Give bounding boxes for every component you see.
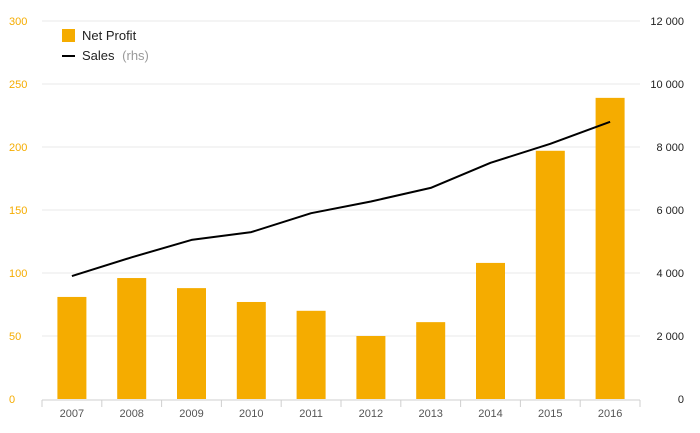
y-left-tick-label: 0	[9, 394, 15, 406]
y-right-tick-label: 6 000	[656, 205, 684, 217]
bar-net-profit	[296, 310, 326, 399]
bar-net-profit	[416, 322, 446, 399]
bars	[57, 97, 625, 400]
x-tick-label: 2011	[299, 408, 323, 420]
legend-label-sales: Sales (rhs)	[82, 48, 149, 63]
sales-line	[71, 120, 611, 278]
left-y-axis: 0 50 100 150 200 250 300	[9, 16, 27, 406]
x-tick-label: 2010	[239, 408, 263, 420]
x-tick-label: 2013	[418, 408, 442, 420]
bar-net-profit	[476, 262, 505, 399]
x-tick-label: 2016	[598, 408, 622, 420]
y-right-tick-label: 8 000	[656, 142, 684, 154]
y-left-tick-label: 100	[9, 268, 27, 280]
x-tick-label: 2008	[119, 408, 143, 420]
bar-net-profit	[177, 288, 206, 399]
bar-net-profit	[236, 301, 266, 399]
bar-net-profit	[356, 336, 386, 399]
y-left-tick-label: 150	[9, 205, 27, 217]
bar-net-profit	[117, 278, 147, 399]
x-tick-label: 2014	[478, 408, 502, 420]
y-right-tick-label: 12 000	[650, 16, 684, 28]
x-tick-label: 2015	[538, 408, 562, 420]
y-left-tick-label: 200	[9, 142, 27, 154]
legend-label-net-profit: Net Profit	[82, 28, 137, 43]
right-y-axis: 0 2 000 4 000 6 000 8 000 10 000 12 000	[650, 16, 684, 406]
legend-swatch-net-profit	[62, 29, 75, 42]
y-left-tick-label: 300	[9, 16, 27, 28]
bar-net-profit	[535, 150, 565, 399]
y-right-tick-label: 4 000	[656, 268, 684, 280]
y-left-tick-label: 250	[9, 79, 27, 91]
x-tick-label: 2012	[359, 408, 383, 420]
y-right-tick-label: 2 000	[656, 331, 684, 343]
y-left-tick-label: 50	[9, 331, 21, 343]
y-right-tick-label: 10 000	[650, 79, 684, 91]
x-tick-label: 2009	[179, 408, 203, 420]
line-sales	[71, 120, 611, 278]
y-right-tick-label: 0	[678, 394, 684, 406]
x-axis: 2007 2008 2009 2010 2011 2012 2013 2014 2015 2016	[41, 399, 641, 420]
legend: Net Profit Sales (rhs)	[62, 28, 149, 63]
bar-net-profit	[57, 296, 87, 399]
x-tick-label: 2007	[60, 408, 84, 420]
bar-net-profit	[595, 97, 625, 400]
